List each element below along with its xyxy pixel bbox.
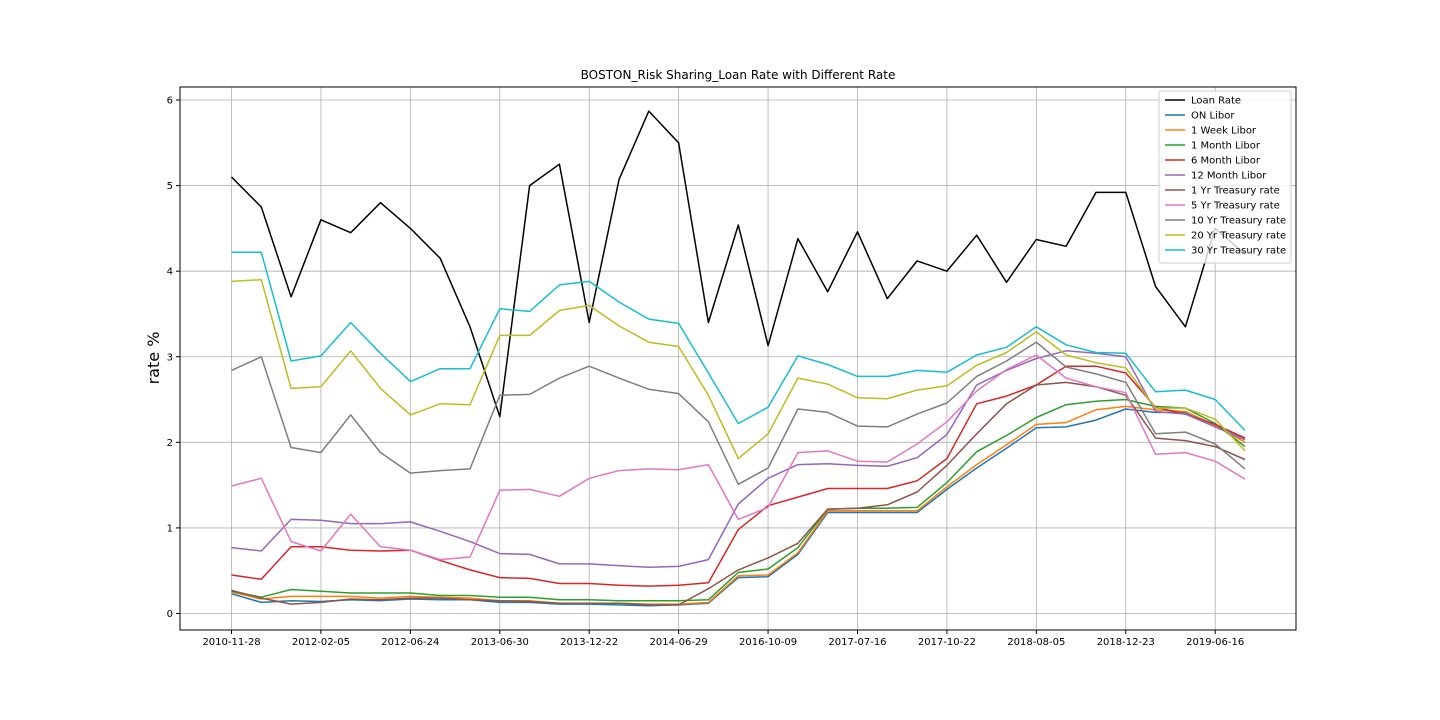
legend-label: 12 Month Libor [1191,171,1267,182]
legend-label: 1 Week Libor [1191,126,1257,137]
y-tick-label: 0 [167,609,173,620]
y-tick-label: 6 [167,96,173,107]
x-tick-label: 2017-10-22 [918,637,976,648]
y-axis-label: rate % [144,332,163,385]
series-line-6-month-libor [231,365,1246,587]
x-tick-label: 2019-06-16 [1186,637,1244,648]
legend-label: Loan Rate [1191,96,1241,107]
y-tick-label: 1 [167,523,173,534]
x-tick-label: 2012-02-05 [292,637,350,648]
x-tick-label: 2014-06-29 [650,637,708,648]
legend-label: 30 Yr Treasury rate [1191,246,1286,257]
x-tick-label: 2012-06-24 [381,637,439,648]
legend-label: 20 Yr Treasury rate [1191,231,1286,242]
legend: Loan Rate ON Libor 1 Week Libor 1 Month Lib… [1158,90,1292,264]
y-tick-label: 5 [167,181,173,192]
legend-label: ON Libor [1191,111,1235,122]
series-line-loan-rate [230,110,1246,418]
legend-label: 1 Month Libor [1191,141,1261,152]
series-line-5-yr-treasury-rate [231,354,1246,561]
legend-label: 1 Yr Treasury rate [1191,186,1280,197]
x-axis: 2010-11-28 2012-02-05 2012-06-24 2013-06-30… [202,630,1244,648]
legend-box [1158,90,1292,264]
plot-frame [179,86,1297,631]
series-line-12-month-libor [231,350,1246,569]
y-tick-label: 4 [167,267,173,278]
y-axis: 0 1 2 3 4 5 6 [167,96,180,620]
series-line-20-yr-treasury-rate [231,278,1246,460]
y-tick-label: 2 [167,438,173,449]
series-line-1-month-libor [231,398,1246,602]
series-layer [230,110,1246,607]
x-tick-label: 2016-10-09 [739,637,797,648]
chart-title: BOSTON_Risk Sharing_Loan Rate with Diffe… [581,68,896,82]
series-line-1-yr-treasury-rate [231,381,1246,606]
legend-label: 6 Month Libor [1191,156,1261,167]
x-tick-label: 2018-12-23 [1097,637,1155,648]
x-tick-label: 2017-07-16 [828,637,886,648]
legend-label: 5 Yr Treasury rate [1191,201,1280,212]
grid [180,87,1296,630]
legend-label: 10 Yr Treasury rate [1191,216,1286,227]
x-tick-label: 2013-06-30 [471,637,529,648]
y-tick-label: 3 [167,352,173,363]
series-line-30-yr-treasury-rate [231,251,1246,431]
series-line-10-yr-treasury-rate [231,341,1246,486]
series-line-1-week-libor [231,405,1246,605]
x-tick-label: 2018-08-05 [1007,637,1065,648]
x-tick-label: 2010-11-28 [202,637,260,648]
series-line-on-libor [231,408,1246,607]
x-tick-label: 2013-12-22 [560,637,618,648]
